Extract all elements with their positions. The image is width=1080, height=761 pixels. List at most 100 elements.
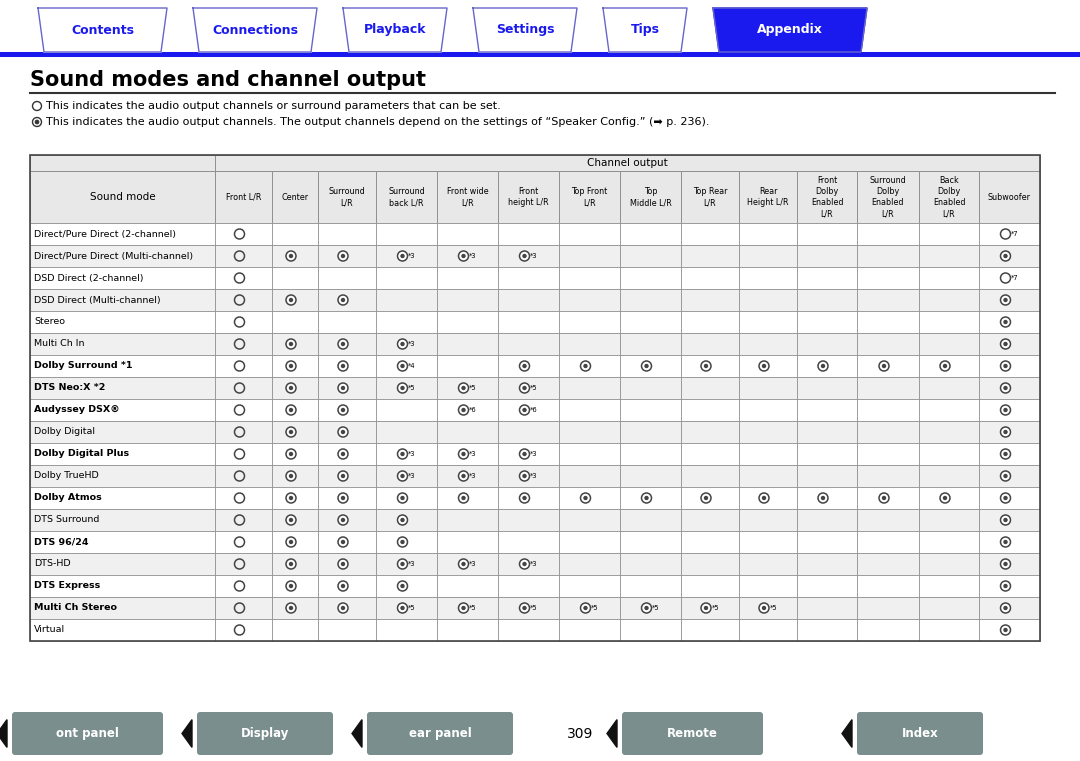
Bar [559,597,620,619]
Bar [215,619,272,641]
Circle shape [341,430,346,435]
Text: Surround
back L/R: Surround back L/R [388,187,424,207]
Bar [376,597,437,619]
Bar [498,377,559,399]
Bar [30,155,215,171]
Bar [30,171,215,223]
Circle shape [821,364,825,368]
Polygon shape [193,8,318,52]
Bar [215,245,272,267]
Bar [376,575,437,597]
Text: *5: *5 [408,385,416,391]
Circle shape [519,493,529,503]
Text: *3: *3 [408,451,416,457]
Polygon shape [473,8,577,52]
Circle shape [519,603,529,613]
Text: Front wide
L/R: Front wide L/R [447,187,488,207]
Circle shape [341,474,346,478]
Bar [858,245,919,267]
Bar [215,377,272,399]
Text: *5: *5 [591,605,598,611]
Bar [437,487,498,509]
Circle shape [1003,364,1008,368]
Bar [272,311,318,333]
Bar [437,443,498,465]
Text: Dolby Surround *1: Dolby Surround *1 [33,361,133,371]
Circle shape [341,562,346,566]
Bar [858,531,919,553]
Circle shape [1003,254,1008,258]
Bar [978,531,1040,553]
Bar [30,245,215,267]
Bar [739,597,797,619]
Bar [498,553,559,575]
Bar [739,553,797,575]
Circle shape [286,537,296,547]
Circle shape [288,364,293,368]
Bar [620,267,681,289]
Bar [739,465,797,487]
Bar [30,465,1040,487]
Bar [858,311,919,333]
Polygon shape [713,8,867,52]
Bar [919,619,978,641]
Bar [620,531,681,553]
Circle shape [288,584,293,588]
Circle shape [1003,342,1008,346]
Circle shape [338,251,348,261]
Circle shape [286,603,296,613]
Bar [272,223,318,245]
Bar [376,399,437,421]
Circle shape [701,603,711,613]
Circle shape [943,496,947,500]
Bar [498,575,559,597]
Bar [559,487,620,509]
Bar [681,575,739,597]
Bar [797,245,858,267]
Bar [376,289,437,311]
Bar [620,509,681,531]
Text: Stereo: Stereo [33,317,65,326]
Text: *3: *3 [408,253,416,259]
Bar [739,289,797,311]
Bar [978,377,1040,399]
Bar [30,377,1040,399]
Bar [681,267,739,289]
Bar [739,531,797,553]
Bar [30,421,1040,443]
Polygon shape [603,8,687,52]
Circle shape [519,471,529,481]
Bar [681,377,739,399]
Circle shape [881,496,887,500]
Bar [498,333,559,355]
Bar [318,377,376,399]
Circle shape [461,496,465,500]
Bar [30,597,1040,619]
FancyBboxPatch shape [367,712,513,755]
Text: Back
Dolby
Enabled
L/R: Back Dolby Enabled L/R [933,176,966,218]
Text: Index: Index [902,727,939,740]
Circle shape [288,562,293,566]
Circle shape [461,452,465,456]
Circle shape [397,581,407,591]
Text: Dolby Atmos: Dolby Atmos [33,493,102,502]
Bar [376,311,437,333]
Text: Front
Dolby
Enabled
L/R: Front Dolby Enabled L/R [811,176,843,218]
Bar [978,399,1040,421]
Circle shape [523,562,527,566]
Bar [620,223,681,245]
Bar [739,311,797,333]
Text: Virtual: Virtual [33,626,65,635]
Bar [681,597,739,619]
Bar [437,267,498,289]
Bar [919,289,978,311]
Bar [498,355,559,377]
Bar [797,509,858,531]
Bar [30,223,1040,245]
Bar [498,311,559,333]
Bar [797,421,858,443]
Circle shape [519,361,529,371]
Circle shape [1003,474,1008,478]
Bar [681,421,739,443]
Circle shape [818,361,828,371]
